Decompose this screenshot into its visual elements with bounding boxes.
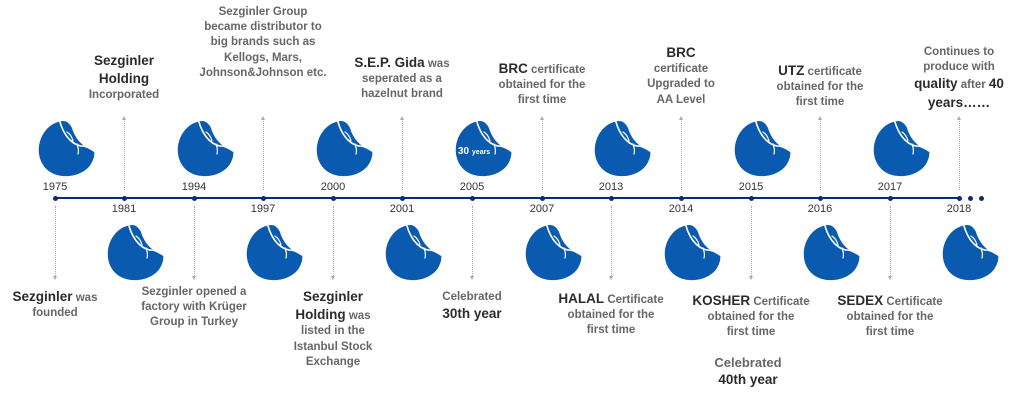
year-label-2001: 2001 (389, 203, 415, 215)
connector-line-2016 (818, 116, 822, 190)
continuation-dot (978, 195, 984, 201)
year-label-2014: 2014 (668, 203, 694, 215)
connector-line-2015 (749, 206, 753, 280)
timeline-axis (55, 197, 960, 199)
event-label-1975: Sezginler was founded (12, 289, 98, 320)
event-label-2000: Sezginler Holding was listed in the Istanbu… (293, 289, 373, 368)
timeline-dot-2017 (887, 195, 893, 201)
timeline-dot-1997 (260, 195, 266, 201)
timeline-dot-2018 (956, 195, 962, 201)
year-label-2015: 2015 (738, 181, 764, 193)
continuation-dot (967, 195, 973, 201)
hazelnut-icon (663, 222, 723, 282)
timeline-dot-2014 (678, 195, 684, 201)
event-label-2017: SEDEX Certificate obtained for the first t… (837, 293, 943, 339)
hazelnut-icon (733, 118, 793, 178)
event-label-1981: Sezginler Holding Incorporated (88, 53, 160, 102)
anniversary-badge-text: 30 years (458, 146, 491, 157)
hazelnut-icon (941, 222, 1001, 282)
year-label-2013: 2013 (598, 181, 624, 193)
timeline-dot-1981 (121, 195, 127, 201)
event-label-2014: BRC certificate Upgraded to AA Level (647, 45, 715, 106)
connector-line-2014 (679, 116, 683, 190)
connector-line-2005 (470, 206, 474, 280)
hazelnut-icon (37, 118, 97, 178)
hazelnut-icon (384, 222, 444, 282)
event-label-2018: Continues to produce with quality after 40… (914, 46, 1004, 110)
timeline-dot-1994 (191, 195, 197, 201)
hazelnut-icon (524, 222, 584, 282)
timeline-dot-1975 (52, 195, 58, 201)
hazelnut-icon (106, 222, 166, 282)
year-label-2000: 2000 (320, 181, 346, 193)
timeline-dot-2013 (608, 195, 614, 201)
hazelnut-icon (593, 118, 653, 178)
connector-line-1981 (122, 116, 126, 190)
year-label-2018: 2018 (946, 203, 972, 215)
year-label-2007: 2007 (529, 203, 555, 215)
event-label-2016: UTZ certificate obtained for the first tim… (776, 63, 864, 109)
timeline-dot-2001 (399, 195, 405, 201)
timeline-dot-2015 (748, 195, 754, 201)
event-label-2015: KOSHER Certificate obtained for the first … (692, 293, 810, 339)
connector-line-2007 (540, 116, 544, 190)
timeline-dot-2007 (539, 195, 545, 201)
hazelnut-icon (315, 118, 375, 178)
connector-line-2001 (400, 116, 404, 190)
timeline-dot-2005 (469, 195, 475, 201)
timeline-dot-2016 (817, 195, 823, 201)
hazelnut-icon (872, 118, 932, 178)
hazelnut-icon (802, 222, 862, 282)
year-label-2005: 2005 (459, 181, 485, 193)
connector-line-2000 (331, 206, 335, 280)
year-label-2016: 2016 (807, 203, 833, 215)
connector-line-2018 (957, 116, 961, 190)
year-label-1997: 1997 (250, 203, 276, 215)
hazelnut-icon (454, 118, 514, 178)
connector-line-1994 (192, 206, 196, 280)
event-label-1994: Sezginler opened a factory with Krüger Gro… (141, 286, 247, 329)
connector-line-1975 (53, 206, 57, 280)
event-label-2013: HALAL Certificate obtained for the first t… (558, 291, 664, 337)
event-label-2005: Celebrated 30th year (442, 291, 502, 322)
event-label-1997: Sezginler Group became distributor to big … (199, 6, 327, 79)
year-label-1975: 1975 (42, 181, 68, 193)
connector-line-1997 (261, 116, 265, 190)
year-label-1981: 1981 (111, 203, 137, 215)
event-label-40th-year: Celebrated 40th year (714, 355, 782, 388)
event-label-2001: S.E.P. Gida was seperated as a hazelnut br… (354, 55, 450, 101)
year-label-1994: 1994 (181, 181, 207, 193)
connector-line-2013 (609, 206, 613, 280)
connector-line-2017 (888, 206, 892, 280)
hazelnut-icon (245, 222, 305, 282)
event-label-2007: BRC certificate obtained for the first tim… (498, 61, 586, 107)
timeline-dot-2000 (330, 195, 336, 201)
year-label-2017: 2017 (877, 181, 903, 193)
hazelnut-icon (176, 118, 236, 178)
